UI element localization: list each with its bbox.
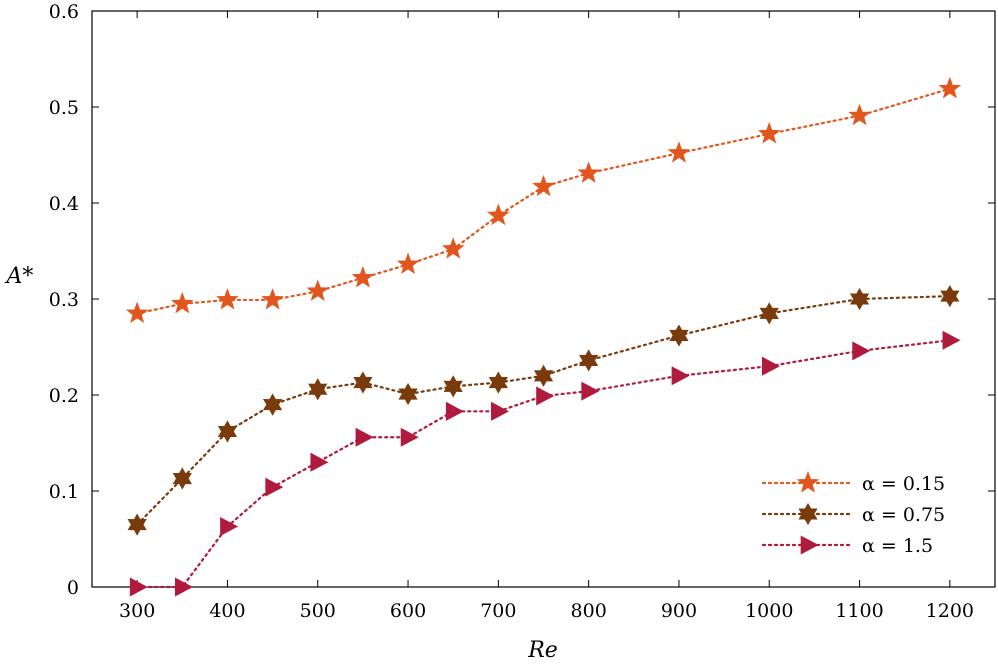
data-point [940,285,960,308]
legend-item: α = 0.75 [761,502,945,526]
data-point [487,203,510,226]
series-layer [125,76,962,597]
x-tick-label: 300 [119,600,155,622]
data-point [757,122,781,144]
data-point [445,401,464,421]
legend-item: α = 1.5 [761,535,933,557]
series-2 [127,285,960,536]
y-axis-label: A* [5,264,34,289]
series-1 [125,76,962,323]
data-point [220,517,239,537]
data-point [262,393,283,416]
data-point [306,279,330,301]
data-point [310,452,329,472]
series-line [136,87,951,315]
data-point [171,291,194,314]
data-point [532,174,555,197]
data-point [443,375,463,398]
x-tick-label: 400 [209,600,245,622]
legend-marker [800,535,819,555]
legend-label: α = 1.5 [862,535,933,557]
x-tick-label: 500 [300,600,336,622]
legend-marker [798,502,818,526]
axis-ticks: 300 400 500 600 700 800 900 1000 1100 1200 0 0.1 0.2… [49,1,995,622]
data-point [669,324,689,347]
data-point [761,356,780,376]
data-point [217,420,238,443]
legend: α = 0.15 α = 0.75 α = 1.5 [761,471,945,557]
x-tick-label: 1000 [745,600,793,622]
data-point [488,371,508,394]
data-point [261,288,284,310]
legend-item: α = 0.15 [761,471,945,495]
y-tick-label: 0.4 [49,193,79,215]
data-point [353,371,373,394]
y-tick-label: 0 [67,577,79,599]
x-tick-label: 600 [390,600,426,622]
legend-label: α = 0.75 [862,504,945,526]
data-point [398,382,418,406]
data-point [942,330,961,350]
data-point [308,378,328,401]
y-tick-label: 0.1 [49,481,79,503]
data-point [355,427,374,447]
data-point [175,577,193,597]
data-point [536,386,555,406]
data-point [759,302,779,325]
y-tick-label: 0.2 [49,385,79,407]
data-point [852,341,871,361]
legend-marker [796,471,820,493]
data-point [396,252,420,275]
data-point [127,513,147,536]
y-tick-label: 0.6 [49,1,79,23]
data-point [129,577,148,597]
x-tick-label: 1100 [835,600,883,622]
data-point [938,76,962,99]
data-point [849,287,870,311]
legend-label: α = 0.15 [862,473,945,495]
x-axis-label: Re [527,638,558,663]
data-point [351,266,375,288]
data-point [577,161,600,183]
series-3 [129,330,961,597]
data-point [491,401,509,421]
data-point [579,349,599,372]
x-tick-label: 900 [661,600,697,622]
x-tick-label: 700 [480,600,516,622]
data-point [441,237,465,259]
data-point [667,141,691,163]
data-point [216,288,239,310]
series-line [136,295,951,526]
data-point [125,301,149,323]
x-tick-label: 800 [571,600,607,622]
data-point [265,477,284,497]
y-tick-label: 0.5 [49,97,79,119]
data-point [848,103,871,126]
data-point [400,427,419,447]
data-point [533,364,554,387]
data-point [671,366,690,386]
y-tick-label: 0.3 [49,289,79,311]
x-tick-label: 1200 [926,600,974,622]
data-point [172,467,192,490]
data-point [581,381,600,401]
